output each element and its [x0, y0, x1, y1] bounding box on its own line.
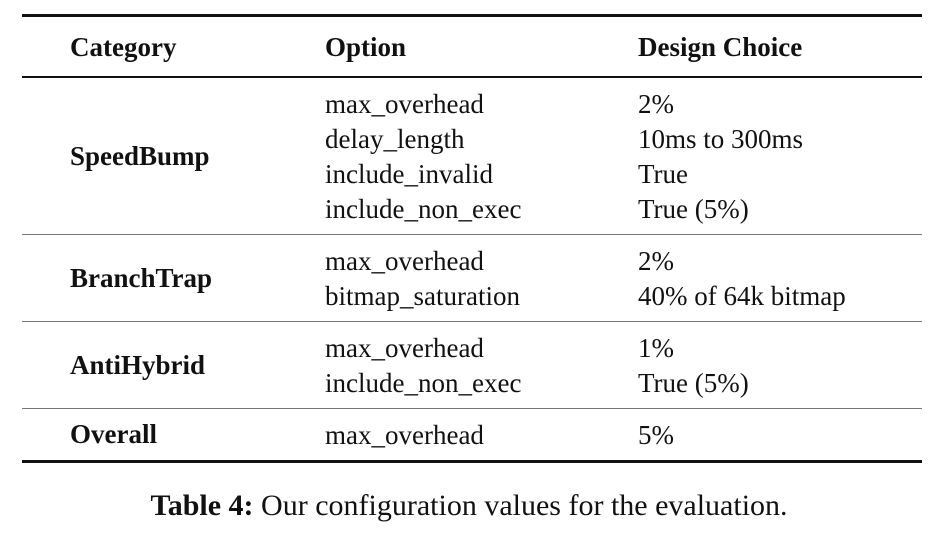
group-overall: Overall max_overhead 5% — [22, 409, 922, 462]
choice-cell: True (5%) — [638, 194, 749, 224]
choice-cell: True — [638, 159, 689, 189]
choice-cell: 10ms to 300ms — [638, 124, 804, 154]
option-cell: bitmap_saturation — [325, 281, 520, 311]
options-speedbump: max_overhead delay_length include_invali… — [325, 77, 638, 235]
caption-label: Table 4: — [150, 489, 254, 522]
table-body: SpeedBump max_overhead delay_length incl… — [22, 77, 922, 462]
caption-text: Our configuration values for the evaluat… — [261, 489, 788, 522]
choice-cell: 5% — [638, 420, 674, 450]
choice-cell: True (5%) — [638, 368, 749, 398]
choice-cell: 40% of 64k bitmap — [638, 281, 846, 311]
category-branchtrap: BranchTrap — [70, 262, 213, 293]
option-cell: max_overhead — [325, 420, 484, 450]
group-speedbump: SpeedBump max_overhead delay_length incl… — [22, 77, 922, 235]
option-cell: include_non_exec — [325, 194, 522, 224]
choice-cell: 2% — [638, 89, 674, 119]
options-branchtrap: max_overhead bitmap_saturation — [325, 235, 638, 322]
option-cell: include_non_exec — [325, 368, 522, 398]
choices-speedbump: 2% 10ms to 300ms True True (5%) — [638, 77, 922, 235]
options-overall: max_overhead — [325, 409, 638, 462]
choices-antihybrid: 1% True (5%) — [638, 322, 922, 409]
option-cell: max_overhead — [325, 333, 484, 363]
header-design-choice: Design Choice — [638, 32, 803, 62]
category-speedbump: SpeedBump — [70, 140, 210, 171]
choice-cell: 1% — [638, 333, 674, 363]
config-table-wrapper: Category Option Design Choice SpeedBump … — [22, 14, 922, 463]
category-overall: Overall — [70, 419, 157, 449]
choices-branchtrap: 2% 40% of 64k bitmap — [638, 235, 922, 322]
option-cell: delay_length — [325, 124, 465, 154]
header-option: Option — [325, 32, 407, 62]
group-antihybrid: AntiHybrid max_overhead include_non_exec… — [22, 322, 922, 409]
option-cell: max_overhead — [325, 89, 484, 119]
table-caption: Table 4: Our configuration values for th… — [0, 486, 938, 526]
option-cell: max_overhead — [325, 246, 484, 276]
option-cell: include_invalid — [325, 159, 493, 189]
choice-cell: 2% — [638, 246, 674, 276]
category-antihybrid: AntiHybrid — [70, 349, 206, 380]
group-branchtrap: BranchTrap max_overhead bitmap_saturatio… — [22, 235, 922, 322]
options-antihybrid: max_overhead include_non_exec — [325, 322, 638, 409]
choices-overall: 5% — [638, 409, 922, 462]
header-row: Category Option Design Choice — [22, 15, 922, 77]
config-table: Category Option Design Choice SpeedBump … — [22, 14, 922, 463]
table-header: Category Option Design Choice — [22, 15, 922, 77]
header-category: Category — [70, 32, 177, 62]
